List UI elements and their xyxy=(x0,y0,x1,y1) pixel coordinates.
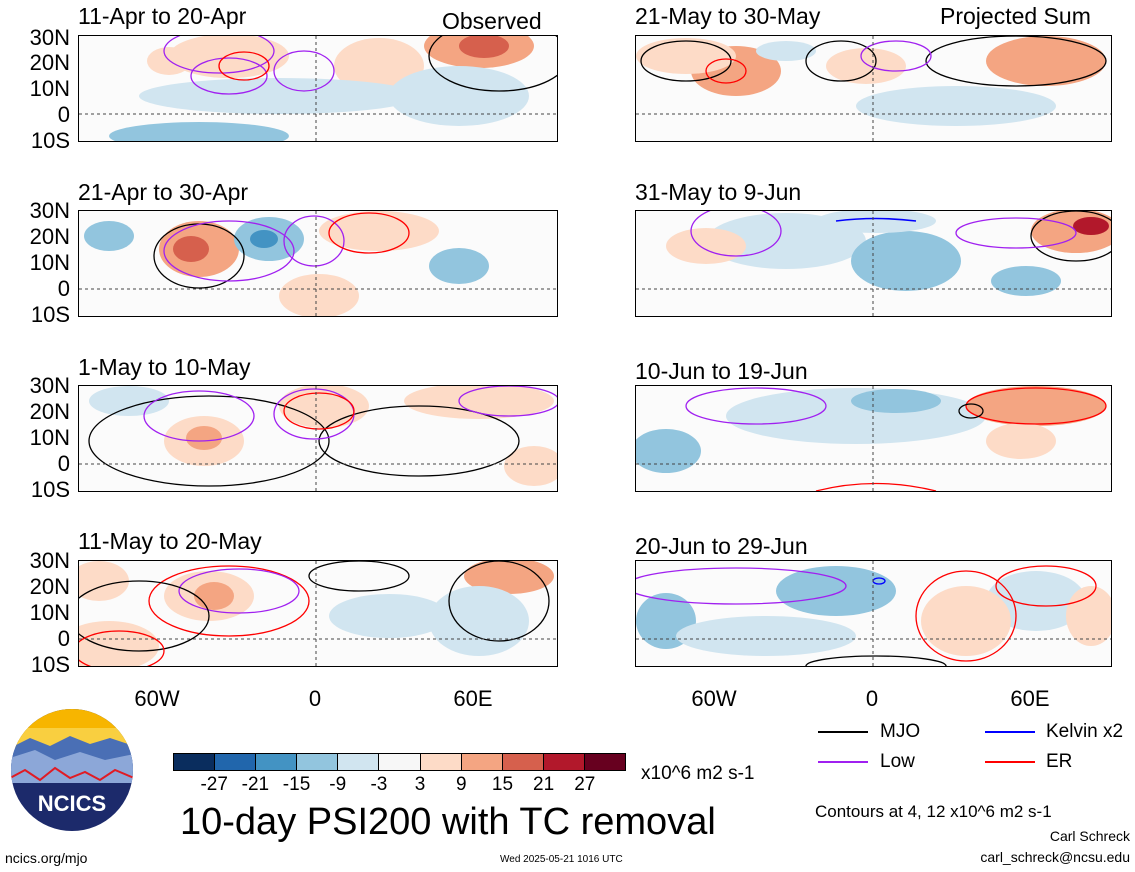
lat-label: 30N xyxy=(29,548,70,573)
lat-label: 0 xyxy=(57,626,70,651)
legend-label-mjo: MJO xyxy=(880,721,921,742)
footer-author: Carl Schreck xyxy=(1049,828,1130,844)
map-panel-1 xyxy=(78,35,558,142)
footer-timestamp: Wed 2025-05-21 1016 UTC xyxy=(500,854,623,865)
map-panel-6 xyxy=(635,210,1112,317)
colorbar-segment xyxy=(173,753,216,771)
legend-swatch-mjo xyxy=(818,731,868,733)
lat-label: 30N xyxy=(29,25,70,50)
panel-title-1: 11-Apr to 20-Apr xyxy=(78,3,247,29)
map-panel-2 xyxy=(78,210,558,317)
colorbar-tick-label: -15 xyxy=(282,774,311,795)
lat-label: 30N xyxy=(29,198,70,223)
panel-title-7: 10-Jun to 19-Jun xyxy=(635,358,808,384)
footer-url: ncics.org/mjo xyxy=(5,850,88,866)
colorbar-tick-label: -9 xyxy=(329,774,347,795)
colorbar-tick-label: -3 xyxy=(370,774,388,795)
map-panel-8 xyxy=(635,560,1112,667)
colorbar-segment xyxy=(379,753,421,771)
colorbar-tick-label: 9 xyxy=(455,774,467,795)
colorbar-segment xyxy=(543,753,585,771)
panel-title-4: 11-May to 20-May xyxy=(78,528,262,554)
legend-label-kelvin: Kelvin x2 xyxy=(1046,721,1124,742)
legend-swatch-kelvin xyxy=(985,731,1035,733)
chart-title: 10-day PSI200 with TC removal xyxy=(180,801,716,843)
lat-label: 30N xyxy=(29,373,70,398)
lat-label: 10S xyxy=(30,477,70,502)
colorbar-segment xyxy=(502,753,544,771)
lon-label: 60W xyxy=(134,686,180,711)
panel-title-6: 31-May to 9-Jun xyxy=(635,179,802,205)
lat-label: 0 xyxy=(57,451,70,476)
ncics-logo: NCICS xyxy=(10,708,134,832)
panel-title-5: 21-May to 30-May xyxy=(635,3,821,29)
colorbar-tick-label: 21 xyxy=(533,774,555,795)
lat-label: 10N xyxy=(29,600,70,625)
lat-label: 20N xyxy=(29,399,70,424)
colorbar-segment xyxy=(215,753,257,771)
legend-label-low: Low xyxy=(880,751,915,772)
colorbar-tick-label: -21 xyxy=(241,774,270,795)
legend-label-er: ER xyxy=(1046,751,1073,772)
colorbar-segment xyxy=(338,753,380,771)
panel-title-3: 1-May to 10-May xyxy=(78,354,251,380)
lon-label: 60W xyxy=(691,686,737,711)
colorbar-tick-label: -27 xyxy=(200,774,228,795)
observed-label: Observed xyxy=(442,8,542,34)
colorbar xyxy=(173,753,627,771)
lat-label: 20N xyxy=(29,574,70,599)
lat-label: 10N xyxy=(29,76,70,101)
svg-text:NCICS: NCICS xyxy=(38,791,106,816)
map-panel-4 xyxy=(78,560,558,667)
lat-label: 10S xyxy=(30,128,70,153)
legend-swatch-low xyxy=(818,761,868,763)
lat-label: 10N xyxy=(29,425,70,450)
colorbar-units: x10^6 m2 s-1 xyxy=(641,763,755,784)
lat-label: 10S xyxy=(30,302,70,327)
colorbar-tick-label: 15 xyxy=(491,774,514,795)
contours-note: Contours at 4, 12 x10^6 m2 s-1 xyxy=(815,802,1052,821)
lat-label: 0 xyxy=(57,102,70,127)
lat-label: 10N xyxy=(29,250,70,275)
lon-label: 0 xyxy=(865,686,879,711)
projected-label: Projected Sum xyxy=(940,3,1091,29)
colorbar-segment xyxy=(461,753,503,771)
colorbar-tick-label: 27 xyxy=(574,774,596,795)
map-panel-5 xyxy=(635,35,1112,142)
lat-label: 20N xyxy=(29,224,70,249)
map-panel-7 xyxy=(635,385,1112,492)
colorbar-segment xyxy=(420,753,462,771)
lon-label: 0 xyxy=(308,686,322,711)
lon-label: 60E xyxy=(453,686,493,711)
colorbar-tick-label: 3 xyxy=(414,774,426,795)
colorbar-segment xyxy=(584,753,627,771)
panel-title-8: 20-Jun to 29-Jun xyxy=(635,533,808,559)
legend-swatch-er xyxy=(985,761,1035,763)
lat-label: 10S xyxy=(30,652,70,677)
lon-label: 60E xyxy=(1010,686,1050,711)
colorbar-segment xyxy=(256,753,298,771)
lat-label: 0 xyxy=(57,276,70,301)
panel-title-2: 21-Apr to 30-Apr xyxy=(78,179,249,205)
footer-email: carl_schreck@ncsu.edu xyxy=(980,849,1130,865)
lat-label: 20N xyxy=(29,50,70,75)
colorbar-segment xyxy=(297,753,339,771)
map-panel-3 xyxy=(78,385,558,492)
